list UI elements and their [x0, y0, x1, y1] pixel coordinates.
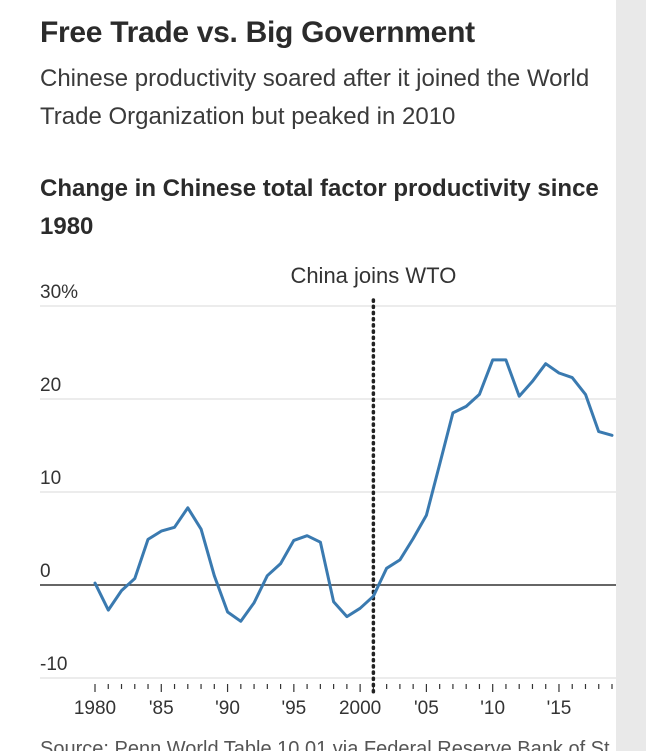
wto-annotation-label: China joins WTO [290, 263, 456, 288]
y-tick-labels: -10 0 10 20 30% [40, 282, 78, 675]
series-layer [93, 358, 614, 623]
source-note: Source: Penn World Table 10.01 via Feder… [40, 738, 616, 751]
annotation: China joins WTO [290, 263, 456, 694]
y-tick-label: 20 [40, 375, 61, 396]
x-tick-label: '90 [215, 698, 240, 719]
page-subtitle: Chinese productivity soared after it joi… [40, 65, 590, 130]
chart-card: Free Trade vs. Big Government Chinese pr… [0, 0, 616, 751]
y-tick-label: 0 [40, 561, 51, 582]
x-tick-label: '85 [149, 698, 174, 719]
page-title: Free Trade vs. Big Government [40, 16, 475, 49]
x-tick-label: 1980 [74, 698, 116, 719]
y-tick-label: 10 [40, 468, 61, 489]
x-tick-label: '10 [480, 698, 505, 719]
y-tick-label: 30% [40, 282, 78, 303]
x-tick-label: '05 [414, 698, 439, 719]
gridlines [40, 305, 616, 679]
x-axis: 1980 '85 '90 '95 2000 '05 '10 '15 [74, 684, 613, 719]
x-tick-label: '15 [547, 698, 572, 719]
x-tick-label: '95 [281, 698, 306, 719]
y-tick-label: -10 [40, 654, 67, 675]
chart-title: Change in Chinese total factor productiv… [40, 175, 599, 240]
x-tick-label: 2000 [339, 698, 381, 719]
series-line [93, 358, 614, 623]
line-chart: -10 0 10 20 30% 1980 '85 '90 '95 2000 '05 '10 '15 C… [40, 263, 616, 719]
